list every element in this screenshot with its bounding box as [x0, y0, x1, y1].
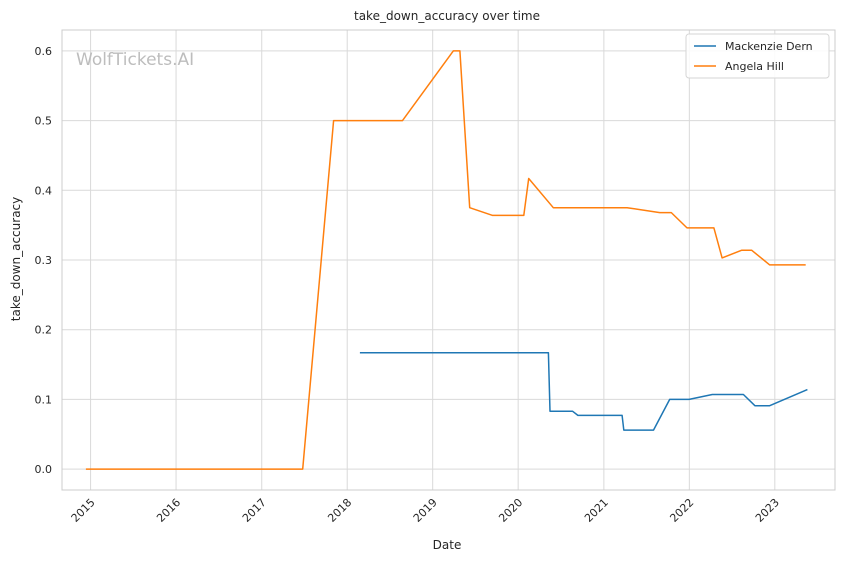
legend: Mackenzie Dern Angela Hill	[685, 33, 830, 79]
y-tick-label: 0.0	[35, 463, 53, 476]
legend-label: Mackenzie Dern	[725, 40, 813, 53]
series-layer	[85, 50, 808, 470]
y-tick-label: 0.5	[35, 115, 53, 128]
y-axis-title: take_down_accuracy	[9, 197, 23, 321]
grid-layer	[62, 30, 835, 490]
y-tick-label: 0.6	[35, 45, 53, 58]
y-tick-label: 0.3	[35, 254, 53, 267]
legend-box	[685, 33, 830, 79]
chart-title: take_down_accuracy over time	[354, 9, 540, 23]
legend-label: Angela Hill	[725, 60, 784, 73]
watermark-text: WolfTickets.AI	[76, 50, 194, 70]
plot-frame	[61, 29, 836, 491]
y-tick-label: 0.2	[35, 324, 53, 337]
series-line-1	[359, 351, 808, 431]
x-axis-title: Date	[433, 538, 462, 552]
y-tick-label: 0.4	[35, 184, 53, 197]
series-line-2	[85, 50, 806, 470]
y-tick-label: 0.1	[35, 393, 53, 406]
